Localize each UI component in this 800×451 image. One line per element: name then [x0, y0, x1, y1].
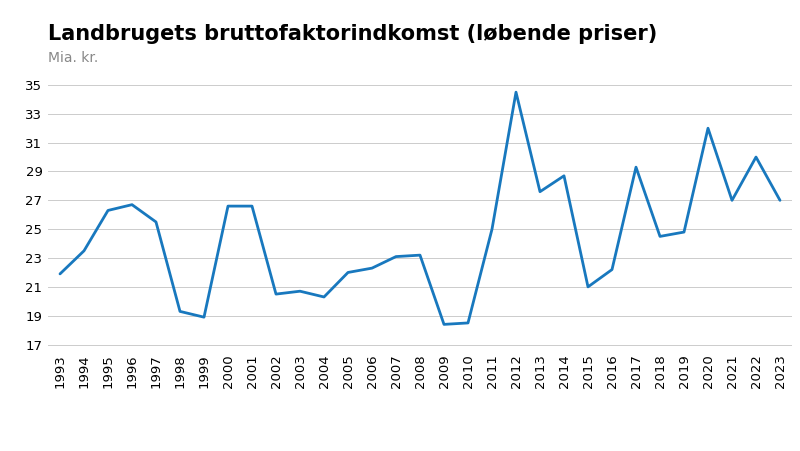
Text: Mia. kr.: Mia. kr.	[48, 51, 98, 65]
Text: Landbrugets bruttofaktorindkomst (løbende priser): Landbrugets bruttofaktorindkomst (løbend…	[48, 24, 658, 44]
